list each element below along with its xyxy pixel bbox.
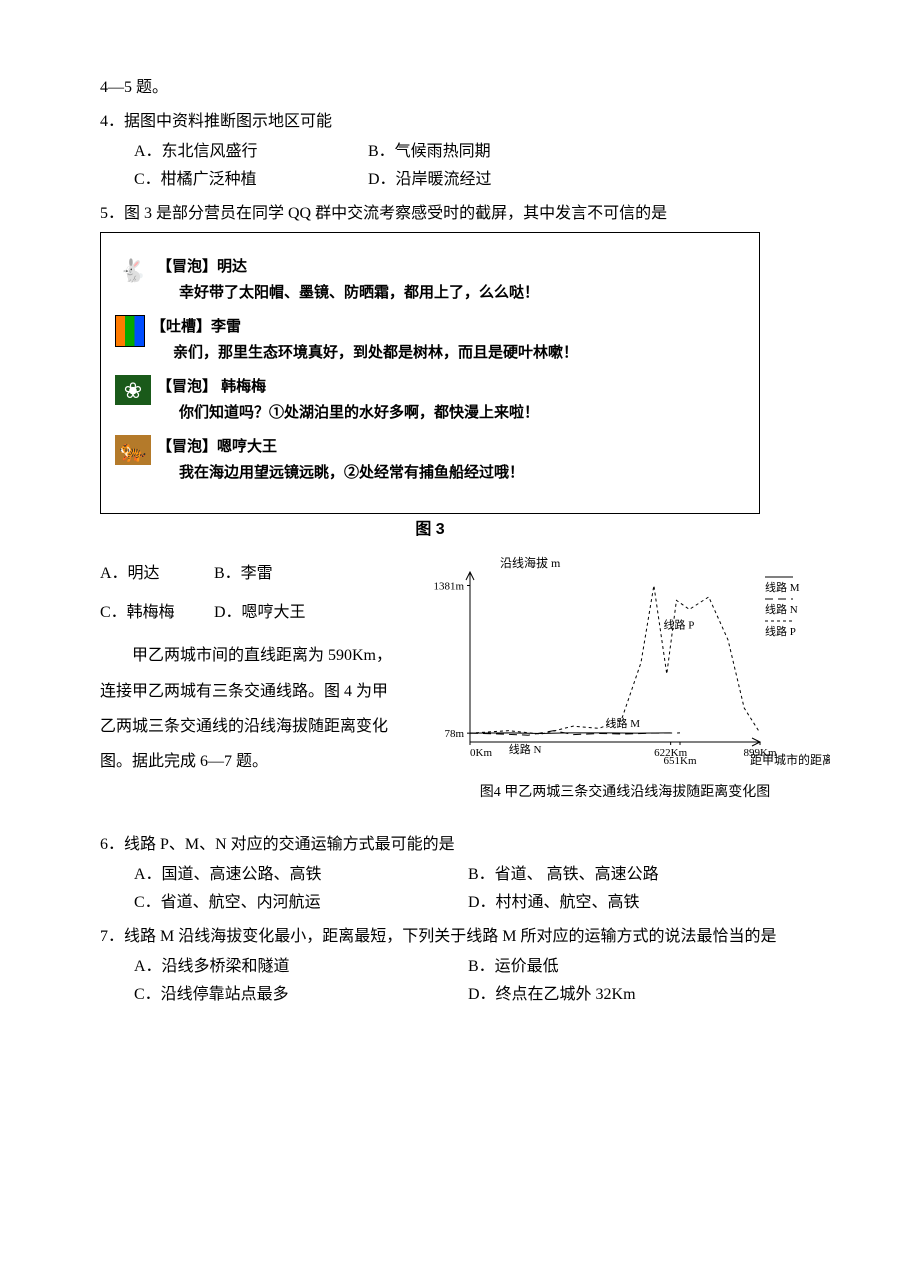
chat-text: 【冒泡】明达 幸好带了太阳帽、墨镜、防晒霜，都用上了，么么哒！ bbox=[157, 255, 539, 305]
svg-text:线路 P: 线路 P bbox=[664, 618, 695, 632]
q7-options-row1: A．沿线多桥梁和隧道 B．运价最低 bbox=[134, 955, 840, 979]
q5-opt-b[interactable]: B．李雷 bbox=[214, 556, 324, 591]
chart4-svg: 沿线海拔 m距甲城市的距离 Km78m1381m0Km622Km651Km899… bbox=[420, 552, 830, 772]
svg-text:1381m: 1381m bbox=[433, 580, 464, 592]
svg-text:线路 N: 线路 N bbox=[509, 742, 542, 756]
chat-item: 🐅 【冒泡】嗯哼大王 我在海边用望远镜远眺，②处经常有捕鱼船经过哦！ bbox=[115, 435, 745, 485]
q6-options-row1: A．国道、高速公路、高铁 B．省道、 高铁、高速公路 bbox=[134, 863, 840, 887]
q5-stem: 5．图 3 是部分营员在同学 QQ 群中交流考察感受时的截屏，其中发言不可信的是 bbox=[100, 202, 840, 226]
q6-opt-b[interactable]: B．省道、 高铁、高速公路 bbox=[468, 863, 798, 887]
q6-opt-a[interactable]: A．国道、高速公路、高铁 bbox=[134, 863, 464, 887]
svg-text:线路 M: 线路 M bbox=[605, 716, 640, 730]
q4-options-row1: A．东北信风盛行 B．气候雨热同期 bbox=[134, 140, 840, 164]
avatar-rabbit-icon: 🐇 bbox=[115, 255, 151, 285]
avatar-tiger-icon: 🐅 bbox=[115, 435, 151, 465]
chat-tag: 【冒泡】嗯哼大王 bbox=[157, 438, 277, 455]
chat-box: 🐇 【冒泡】明达 幸好带了太阳帽、墨镜、防晒霜，都用上了，么么哒！ 【吐槽】李雷… bbox=[100, 232, 760, 514]
q6-options-row2: C．省道、航空、内河航运 D．村村通、航空、高铁 bbox=[134, 891, 840, 915]
chat-msg: 我在海边用望远镜远眺，②处经常有捕鱼船经过哦！ bbox=[179, 461, 524, 485]
q7-opt-b[interactable]: B．运价最低 bbox=[468, 955, 798, 979]
svg-text:651Km: 651Km bbox=[664, 755, 697, 767]
chart4: 沿线海拔 m距甲城市的距离 Km78m1381m0Km622Km651Km899… bbox=[420, 552, 830, 803]
q4-opt-c[interactable]: C．柑橘广泛种植 bbox=[134, 168, 364, 192]
avatar-bars-icon bbox=[115, 315, 145, 347]
svg-text:0Km: 0Km bbox=[470, 747, 492, 759]
chat-item: ❀ 【冒泡】 韩梅梅 你们知道吗？①处湖泊里的水好多啊，都快漫上来啦！ bbox=[115, 375, 745, 425]
chat-msg: 幸好带了太阳帽、墨镜、防晒霜，都用上了，么么哒！ bbox=[179, 281, 539, 305]
q5-opt-a[interactable]: A．明达 bbox=[100, 556, 210, 591]
q6-opt-d[interactable]: D．村村通、航空、高铁 bbox=[468, 891, 798, 915]
q6-stem: 6．线路 P、M、N 对应的交通运输方式最可能的是 bbox=[100, 833, 840, 857]
q7-stem: 7．线路 M 沿线海拔变化最小，距离最短，下列关于线路 M 所对应的运输方式的说… bbox=[100, 925, 840, 949]
q4-opt-d[interactable]: D．沿岸暖流经过 bbox=[368, 168, 598, 192]
q7-opt-d[interactable]: D．终点在乙城外 32Km bbox=[468, 983, 798, 1007]
q5-options-row1: A．明达 B．李雷 bbox=[100, 556, 400, 591]
chart4-caption: 图4 甲乙两城三条交通线沿线海拔随距离变化图 bbox=[420, 782, 830, 803]
chat-tag: 【吐槽】李雷 bbox=[151, 318, 241, 335]
q7-options-row2: C．沿线停靠站点最多 D．终点在乙城外 32Km bbox=[134, 983, 840, 1007]
q4-opt-b[interactable]: B．气候雨热同期 bbox=[368, 140, 598, 164]
q7-opt-a[interactable]: A．沿线多桥梁和隧道 bbox=[134, 955, 464, 979]
intro-continued: 4—5 题。 bbox=[100, 76, 840, 100]
svg-text:899Km: 899Km bbox=[744, 747, 777, 759]
chat-tag: 【冒泡】明达 bbox=[157, 258, 247, 275]
svg-text:线路 M: 线路 M bbox=[765, 580, 800, 594]
para-67: 甲乙两城市间的直线距离为 590Km，连接甲乙两城有三条交通线路。图 4 为甲乙… bbox=[100, 638, 400, 779]
svg-text:沿线海拔 m: 沿线海拔 m bbox=[500, 555, 561, 570]
q6-opt-c[interactable]: C．省道、航空、内河航运 bbox=[134, 891, 464, 915]
q4-options-row2: C．柑橘广泛种植 D．沿岸暖流经过 bbox=[134, 168, 840, 192]
avatar-flower-icon: ❀ bbox=[115, 375, 151, 405]
q7-opt-c[interactable]: C．沿线停靠站点最多 bbox=[134, 983, 464, 1007]
q5-opt-c[interactable]: C．韩梅梅 bbox=[100, 595, 210, 630]
q5-opt-d[interactable]: D．嗯哼大王 bbox=[214, 595, 306, 630]
chat-item: 🐇 【冒泡】明达 幸好带了太阳帽、墨镜、防晒霜，都用上了，么么哒！ bbox=[115, 255, 745, 305]
chat-msg: 你们知道吗？①处湖泊里的水好多啊，都快漫上来啦！ bbox=[179, 401, 539, 425]
svg-text:线路 N: 线路 N bbox=[765, 602, 798, 616]
chat-tag: 【冒泡】 韩梅梅 bbox=[157, 378, 266, 395]
q4-opt-a[interactable]: A．东北信风盛行 bbox=[134, 140, 364, 164]
q4-stem: 4．据图中资料推断图示地区可能 bbox=[100, 110, 840, 134]
svg-text:78m: 78m bbox=[444, 728, 464, 740]
q5-options-row2: C．韩梅梅 D．嗯哼大王 bbox=[100, 595, 400, 630]
chat-item: 【吐槽】李雷 亲们，那里生态环境真好，到处都是树林，而且是硬叶林嗽！ bbox=[115, 315, 745, 365]
chat-msg: 亲们，那里生态环境真好，到处都是树林，而且是硬叶林嗽！ bbox=[173, 341, 578, 365]
chat-text: 【冒泡】 韩梅梅 你们知道吗？①处湖泊里的水好多啊，都快漫上来啦！ bbox=[157, 375, 539, 425]
svg-text:线路 P: 线路 P bbox=[765, 624, 796, 638]
fig3-caption: 图 3 bbox=[100, 518, 760, 542]
chat-text: 【冒泡】嗯哼大王 我在海边用望远镜远眺，②处经常有捕鱼船经过哦！ bbox=[157, 435, 524, 485]
chat-text: 【吐槽】李雷 亲们，那里生态环境真好，到处都是树林，而且是硬叶林嗽！ bbox=[151, 315, 578, 365]
